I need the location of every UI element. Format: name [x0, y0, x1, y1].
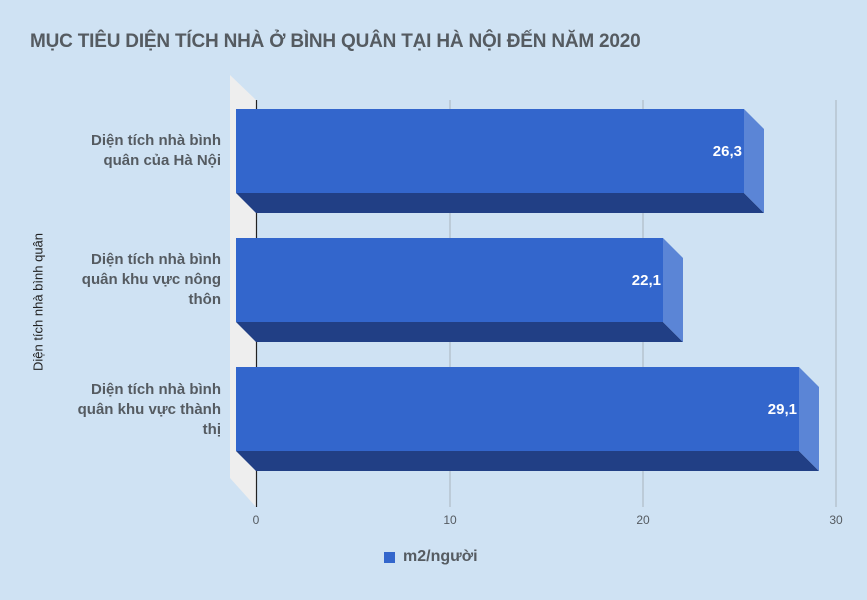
category-label-ha-noi: Diện tích nhà bình quân của Hà Nội — [21, 131, 221, 171]
value-label-nong-thon: 22,1 — [631, 272, 661, 289]
category-line: thị — [202, 421, 221, 438]
category-label-nong-thon: Diện tích nhà bình quân khu vực nông thô… — [21, 250, 221, 310]
x-tick-20: 20 — [636, 513, 650, 527]
category-line: quân của Hà Nội — [103, 152, 221, 169]
value-label-thanh-thi: 29,1 — [767, 401, 797, 418]
category-line: Diện tích nhà bình — [91, 132, 221, 149]
x-tick-10: 10 — [443, 513, 457, 527]
value-label-ha-noi: 26,3 — [712, 143, 742, 160]
legend-label: m2/người — [403, 548, 478, 565]
bar-ha-noi[interactable] — [236, 109, 764, 213]
x-tick-30: 30 — [829, 513, 843, 527]
category-line: thôn — [188, 291, 221, 308]
x-tick-0: 0 — [252, 513, 260, 527]
chart-title: MỤC TIÊU DIỆN TÍCH NHÀ Ở BÌNH QUÂN TẠI H… — [30, 31, 641, 52]
bar-nong-thon[interactable] — [236, 238, 683, 342]
category-line: quân khu vực nông — [81, 271, 221, 288]
category-label-thanh-thi: Diện tích nhà bình quân khu vực thành th… — [21, 380, 221, 440]
legend-swatch — [384, 551, 395, 563]
category-line: quân khu vực thành — [77, 401, 221, 418]
category-line: Diện tích nhà bình — [91, 251, 221, 268]
bar-thanh-thi[interactable] — [236, 367, 819, 471]
legend[interactable]: m2/người — [384, 548, 478, 566]
category-line: Diện tích nhà bình — [91, 381, 221, 398]
